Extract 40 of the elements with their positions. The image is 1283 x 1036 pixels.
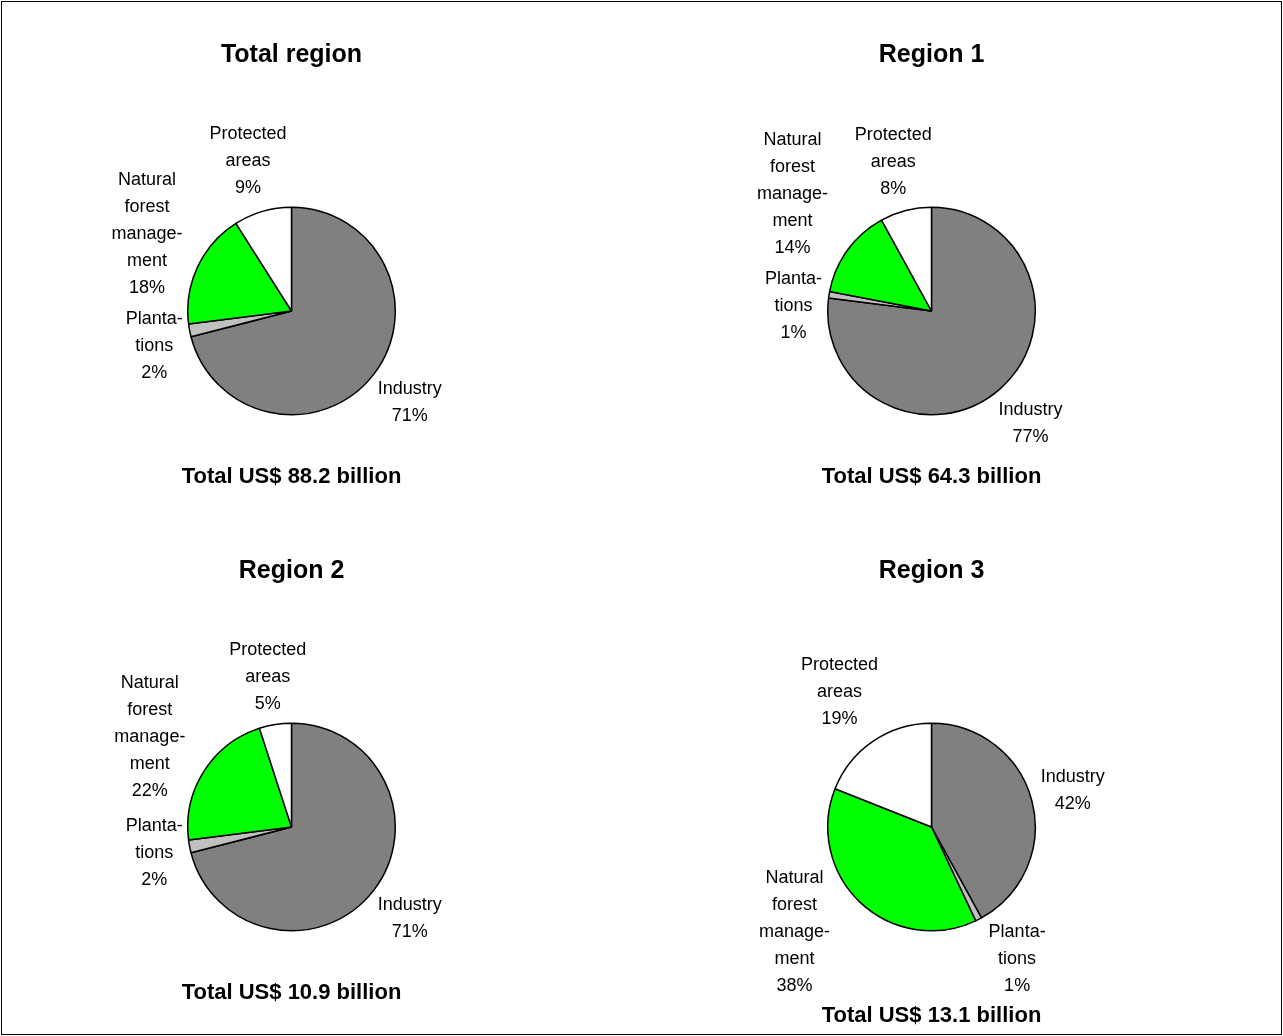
slice-label: Protected areas [209,123,287,171]
chart-title: Region 2 [238,554,345,583]
data-label: 8% [880,178,907,199]
text: Total US$ 64.3 billion [821,463,1042,489]
data-label: 2% [141,869,168,890]
slice-label: Protected areas [800,653,878,701]
slice-label: Natural forest manage- ment [757,128,829,230]
data-label: 1% [1004,975,1031,996]
text: Total US$ 10.9 billion [181,979,402,1005]
text: Total US$ 88.2 billion [181,463,402,489]
data-label: 22% [131,780,168,801]
slice-label: Natural forest manage- ment [758,867,830,969]
chart-title: Region 1 [878,38,985,67]
data-label: 38% [776,975,813,996]
slice-label: Planta- tions [988,921,1046,969]
chart-title: Total region [220,38,363,67]
slice-label: Industry [377,378,442,399]
data-label: 2% [141,362,168,383]
data-label: 5% [254,693,281,714]
slice-label: Natural forest manage- ment [111,169,183,271]
slice-label: Planta- tions [125,815,183,863]
data-label: 9% [235,177,262,198]
slice-label: Protected areas [229,639,307,687]
slice-label: Planta- tions [764,267,822,315]
data-label: 42% [1054,793,1091,814]
data-label: 19% [821,707,858,728]
slice-label: Protected areas [854,124,932,172]
data-label: 77% [1012,425,1049,446]
data-label: 71% [391,921,428,942]
slice-label: Industry [377,894,442,915]
data-label: 1% [780,321,807,342]
chart-title: Region 3 [878,554,985,583]
data-label: 14% [774,236,811,257]
slice-label: Industry [998,398,1063,419]
slice-label: Industry [1040,766,1105,787]
data-label: 18% [128,277,165,298]
text: Total US$ 13.1 billion [821,1002,1042,1028]
data-label: 71% [391,405,428,426]
slice-label: Natural forest manage- ment [114,672,186,774]
slice-label: Planta- tions [125,308,183,356]
